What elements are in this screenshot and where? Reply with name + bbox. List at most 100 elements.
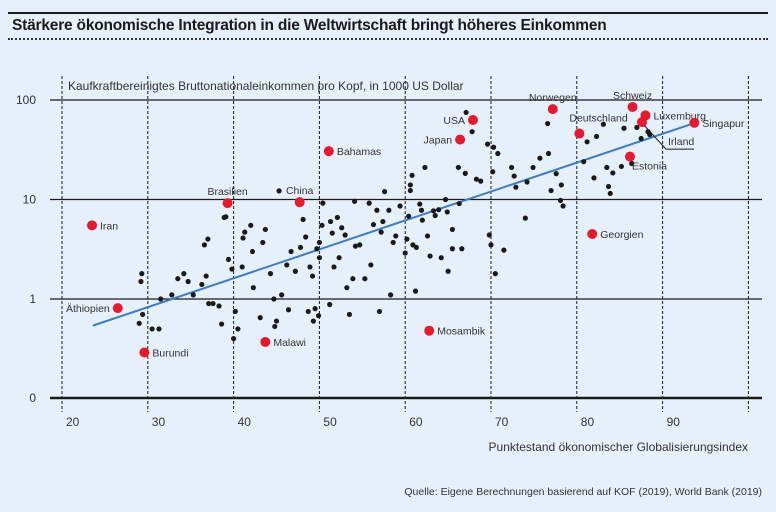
data-point — [591, 175, 597, 181]
highlighted-point — [139, 347, 150, 358]
data-point — [229, 266, 235, 272]
y-tick-label: 10 — [23, 193, 37, 207]
data-point — [342, 232, 348, 238]
data-point — [370, 221, 377, 228]
data-point — [262, 226, 268, 233]
data-point — [267, 271, 274, 277]
data-point — [273, 318, 280, 324]
data-point — [272, 323, 278, 330]
data-point — [388, 292, 394, 298]
data-point — [380, 218, 386, 225]
data-point — [560, 203, 566, 209]
data-point — [339, 225, 345, 231]
data-point — [300, 216, 306, 223]
data-point — [593, 133, 600, 140]
data-point — [419, 217, 425, 223]
data-point — [456, 200, 462, 207]
data-point — [548, 187, 554, 194]
data-point — [271, 296, 277, 302]
data-point — [319, 222, 325, 228]
point-label: Brasilien — [207, 186, 247, 198]
highlighted-point — [323, 146, 334, 157]
data-point — [139, 271, 145, 277]
data-point — [424, 233, 431, 239]
data-point — [409, 172, 415, 178]
data-point — [374, 207, 380, 213]
data-point — [316, 239, 322, 246]
data-point — [463, 109, 469, 116]
source-note: Quelle: Eigene Berechnungen basierend au… — [404, 486, 762, 498]
data-point — [390, 239, 396, 246]
data-point — [584, 139, 590, 145]
x-tick-label: 60 — [409, 415, 423, 429]
data-point — [445, 268, 451, 274]
top-rule — [8, 12, 768, 14]
data-point — [307, 264, 313, 270]
data-point — [181, 271, 187, 277]
data-point — [218, 321, 225, 327]
data-point — [501, 247, 507, 253]
highlighted-point — [467, 114, 478, 125]
data-point — [284, 262, 290, 268]
data-point — [462, 170, 468, 176]
chart-title: Stärkere ökonomische Integration in die … — [12, 17, 607, 34]
data-point — [638, 135, 644, 142]
data-point — [316, 255, 322, 261]
trendline — [92, 122, 695, 327]
highlighted-point — [689, 117, 700, 128]
data-point — [331, 264, 337, 270]
points-group — [136, 109, 653, 342]
data-point — [490, 144, 497, 150]
data-point — [285, 307, 292, 313]
data-point — [232, 308, 238, 315]
highlighted-point — [87, 220, 98, 231]
data-point — [438, 255, 444, 261]
data-point — [292, 268, 298, 274]
data-point — [418, 207, 425, 213]
data-point — [386, 207, 392, 213]
point-label: Singapur — [702, 118, 745, 130]
data-point — [581, 159, 587, 165]
point-label: Norwegen — [529, 92, 577, 104]
data-point — [478, 178, 484, 184]
data-point — [427, 253, 433, 259]
data-point — [604, 164, 610, 171]
point-label: Malawi — [273, 337, 306, 349]
data-point — [473, 176, 480, 182]
data-point — [203, 273, 209, 279]
data-point — [303, 234, 309, 240]
data-point — [249, 248, 256, 255]
data-point — [553, 171, 559, 177]
data-point — [357, 242, 363, 248]
data-point — [276, 188, 282, 194]
data-point — [407, 187, 413, 194]
data-point — [315, 313, 322, 319]
highlighted-point — [547, 104, 558, 115]
point-label: Iran — [100, 220, 118, 232]
x-axis-title: Punktestand ökonomischer Globalisierungs… — [488, 440, 748, 454]
data-point — [149, 326, 155, 332]
data-point — [442, 196, 449, 203]
data-point — [158, 296, 164, 302]
data-point — [402, 250, 408, 256]
data-point — [279, 292, 285, 298]
point-label: Mosambik — [437, 326, 486, 338]
data-point — [138, 278, 144, 285]
point-label: Schweiz — [613, 90, 652, 102]
highlighted-point — [455, 134, 466, 145]
point-label: USA — [443, 115, 465, 127]
data-point — [260, 239, 266, 246]
data-point — [490, 169, 496, 175]
data-point — [393, 233, 399, 239]
data-point — [240, 235, 246, 241]
data-point — [530, 164, 536, 171]
data-point — [417, 201, 423, 207]
data-point — [248, 222, 254, 228]
point-label: Burundi — [152, 347, 188, 359]
trendline-group — [92, 122, 695, 327]
data-point — [344, 285, 350, 291]
data-point — [305, 308, 311, 315]
data-point — [469, 129, 475, 135]
data-point — [185, 278, 191, 285]
data-point — [522, 215, 528, 221]
